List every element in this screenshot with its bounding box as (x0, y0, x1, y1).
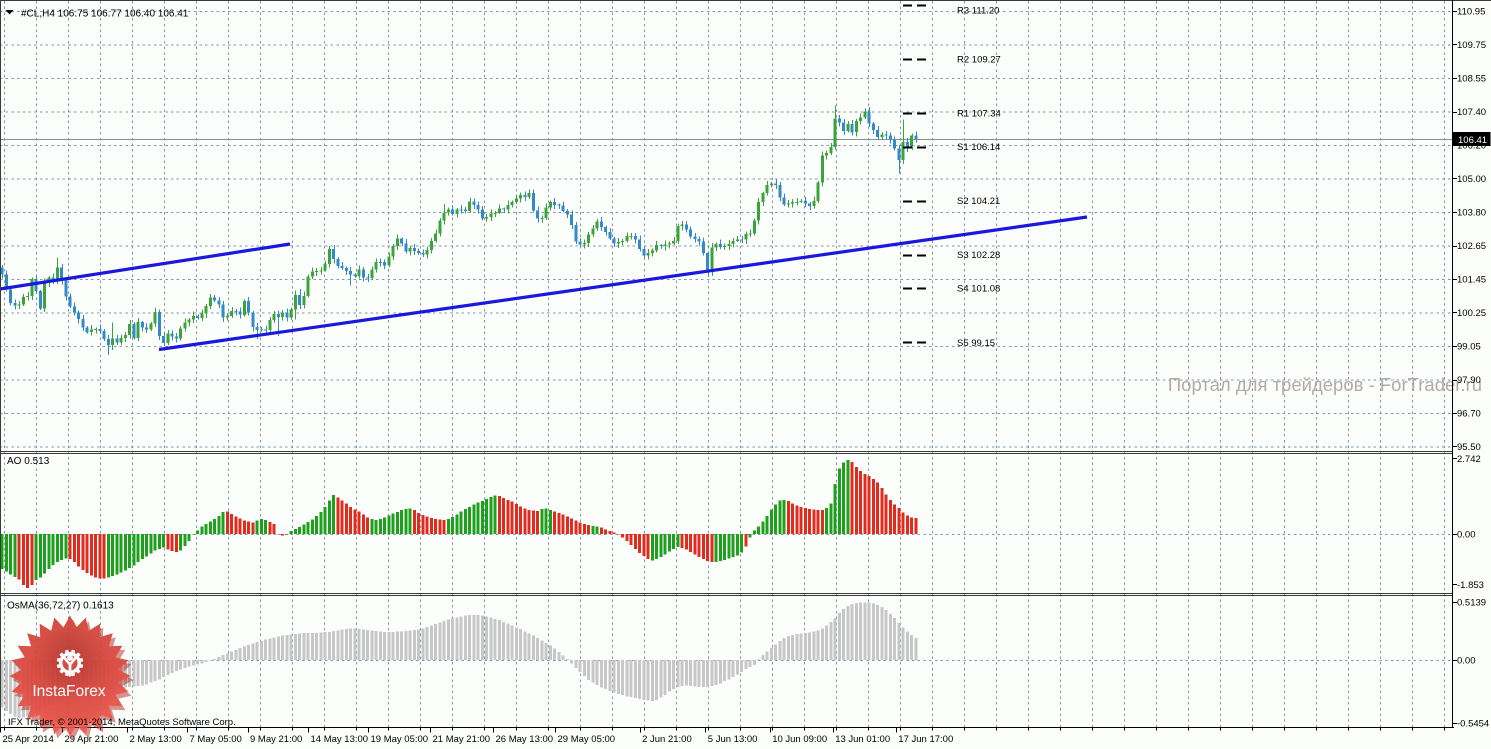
svg-text:AO 0.513: AO 0.513 (7, 456, 50, 467)
svg-text:14 May 13:00: 14 May 13:00 (311, 734, 369, 745)
svg-text:100.25: 100.25 (1457, 308, 1486, 319)
svg-text:7 May 05:00: 7 May 05:00 (190, 734, 242, 745)
svg-text:102.65: 102.65 (1457, 241, 1486, 252)
svg-text:99.05: 99.05 (1457, 342, 1481, 353)
svg-text:105.00: 105.00 (1457, 174, 1486, 185)
svg-text:IFX Trader, © 2001-2014, MetaQ: IFX Trader, © 2001-2014, MetaQuotes Soft… (8, 717, 236, 728)
svg-text:96.70: 96.70 (1457, 409, 1481, 420)
svg-text:R3 111.20: R3 111.20 (957, 6, 999, 17)
svg-text:21 May 21:00: 21 May 21:00 (433, 734, 491, 745)
svg-text:19 May 05:00: 19 May 05:00 (371, 734, 429, 745)
svg-text:S2 104.21: S2 104.21 (957, 196, 1000, 207)
svg-text:R1 107.34: R1 107.34 (957, 108, 1001, 119)
svg-text:#CL,H4 106.75 106.77 106.40 1: #CL,H4 106.75 106.77 106.40 106.41 (21, 9, 189, 20)
svg-text:106.41: 106.41 (1458, 135, 1487, 146)
svg-text:OsMA(36,72,27) 0.1613: OsMA(36,72,27) 0.1613 (7, 601, 114, 612)
svg-text:-0.5454: -0.5454 (1457, 719, 1489, 730)
svg-text:0.5139: 0.5139 (1457, 598, 1486, 609)
svg-text:9 May 21:00: 9 May 21:00 (250, 734, 302, 745)
svg-text:25 Apr 2014: 25 Apr 2014 (3, 734, 54, 745)
svg-text:0.00: 0.00 (1457, 656, 1476, 667)
svg-text:13 Jun 01:00: 13 Jun 01:00 (835, 734, 890, 745)
svg-text:R2 109.27: R2 109.27 (957, 54, 1001, 65)
svg-text:10 Jun 09:00: 10 Jun 09:00 (772, 734, 827, 745)
svg-text:95.50: 95.50 (1457, 442, 1481, 453)
svg-text:108.55: 108.55 (1457, 74, 1486, 85)
svg-text:0.00: 0.00 (1457, 530, 1476, 541)
svg-text:26 May 13:00: 26 May 13:00 (496, 734, 554, 745)
svg-text:2 May 13:00: 2 May 13:00 (130, 734, 182, 745)
svg-text:101.45: 101.45 (1457, 275, 1486, 286)
svg-text:109.75: 109.75 (1457, 40, 1486, 51)
svg-text:2 Jun 21:00: 2 Jun 21:00 (642, 734, 692, 745)
svg-text:103.80: 103.80 (1457, 208, 1486, 219)
svg-text:110.95: 110.95 (1457, 7, 1485, 18)
svg-text:97.90: 97.90 (1457, 375, 1481, 386)
svg-text:S4 101.08: S4 101.08 (957, 284, 1000, 295)
svg-text:InstaForex: InstaForex (32, 683, 105, 700)
svg-text:S1 106.14: S1 106.14 (957, 142, 1000, 153)
svg-text:-1.853: -1.853 (1457, 580, 1484, 591)
svg-text:2.742: 2.742 (1457, 454, 1481, 465)
svg-text:29 May 05:00: 29 May 05:00 (558, 734, 616, 745)
svg-text:S5 99.15: S5 99.15 (957, 338, 995, 349)
svg-text:107.40: 107.40 (1457, 107, 1486, 118)
svg-text:S3 102.28: S3 102.28 (957, 250, 1000, 261)
svg-text:Портал для трейдеров - ForTrad: Портал для трейдеров - ForTrader.ru (1168, 374, 1482, 395)
svg-text:5 Jun 13:00: 5 Jun 13:00 (708, 734, 758, 745)
svg-text:29 Apr 21:00: 29 Apr 21:00 (65, 734, 119, 745)
svg-text:17 Jun 17:00: 17 Jun 17:00 (898, 734, 953, 745)
